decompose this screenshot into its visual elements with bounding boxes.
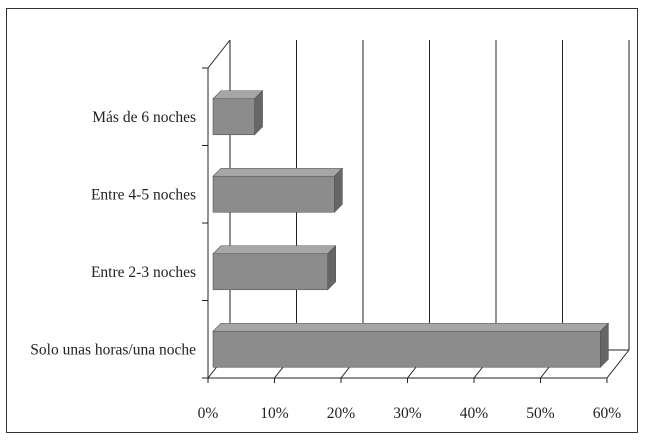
x-tick-label: 20% <box>327 405 356 422</box>
bar-top-face <box>212 322 610 332</box>
bar-front-face <box>212 175 335 213</box>
category-label: Más de 6 noches <box>92 109 196 126</box>
x-tick-label: 50% <box>526 405 555 422</box>
bar-side-face <box>327 245 337 291</box>
x-tick-label: 60% <box>593 405 622 422</box>
bar-side-face <box>600 322 609 368</box>
bar-front-face <box>212 98 255 136</box>
bar <box>212 245 337 291</box>
left-wall-top-edge <box>207 39 231 69</box>
bar-side-face <box>254 90 263 136</box>
bars <box>212 90 610 368</box>
x-tick-label: 10% <box>260 405 289 422</box>
category-label: Solo unas horas/una noche <box>30 341 196 358</box>
bar <box>212 90 264 136</box>
bar <box>212 167 344 213</box>
category-label: Entre 4-5 noches <box>91 186 196 203</box>
category-label: Entre 2-3 noches <box>91 264 196 281</box>
x-tick-label: 30% <box>393 405 422 422</box>
bar-top-face <box>212 245 337 255</box>
bar <box>212 322 610 368</box>
category-labels: Más de 6 noches Entre 4-5 noches Entre 2-3… <box>30 109 196 359</box>
x-tick-label: 0% <box>198 405 219 422</box>
bar-top-face <box>212 167 344 177</box>
bar-top-face <box>212 90 264 100</box>
floor-gridline <box>606 349 630 379</box>
bar-front-face <box>212 330 601 368</box>
bar-side-face <box>334 167 343 213</box>
bar-front-face <box>212 253 328 291</box>
x-tick-labels: 0% 10% 20% 30% 40% 50% 60% <box>198 405 622 422</box>
x-tick-label: 40% <box>460 405 489 422</box>
